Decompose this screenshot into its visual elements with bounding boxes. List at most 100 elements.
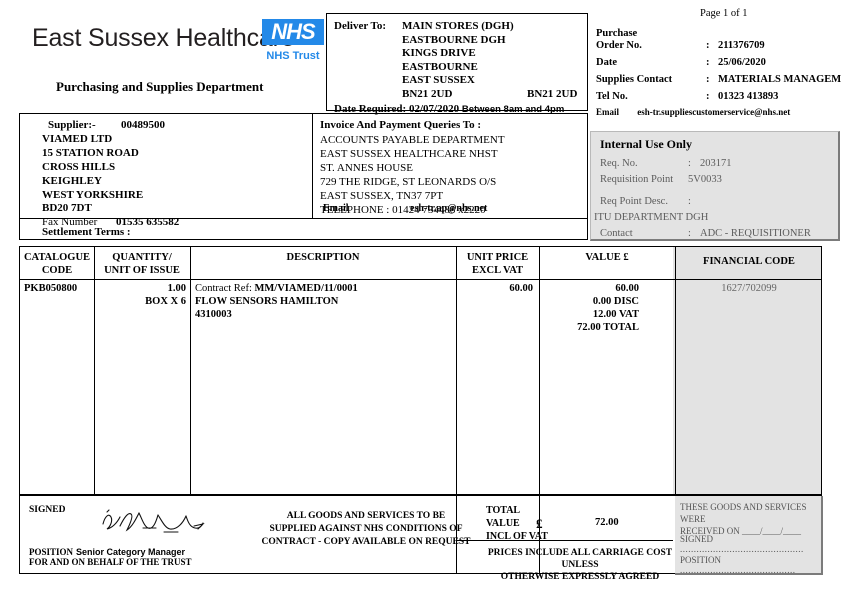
po-key: Supplies Contact: [596, 74, 673, 85]
position-value: Senior Category Manager: [76, 547, 186, 557]
address-line: BN21 2UD: [402, 87, 453, 100]
purchase-label: Purchase: [596, 28, 638, 39]
po-email-label: Email: [596, 107, 620, 117]
contract-ref-value: MM/VIAMED/11/0001: [254, 283, 358, 294]
signature-icon: [102, 509, 205, 533]
invoice-queries-heading: Invoice And Payment Queries To :: [320, 119, 482, 131]
received-text: THESE GOODS AND SERVICES WERE RECEIVED O…: [680, 502, 807, 536]
po-value-date: 25/06/2020: [718, 57, 766, 68]
delivery-window: Between 8am and 4pm: [461, 104, 565, 115]
total-label: TOTAL: [603, 322, 639, 333]
po-value-order-no: 211376709: [718, 40, 765, 51]
cell-value-disc: 0.00 DISC: [592, 296, 639, 307]
po-key: Order No.: [596, 40, 642, 51]
iuo-row-req-point-desc: Req Point Desc. :: [600, 196, 835, 212]
iuo-key: Requisition Point: [600, 174, 674, 185]
deliver-to-label: Deliver To:: [334, 20, 387, 32]
internal-use-rows: Req. No. : 203171 Requisition Point 5V00…: [594, 158, 835, 244]
supplier-address-line: WEST YORKSHIRE: [42, 189, 144, 201]
th-unit-price: UNIT PRICE EXCL VAT: [466, 252, 529, 276]
footer-total-rule: [456, 540, 673, 541]
iuo-colon: :: [688, 158, 691, 169]
po-colon: :: [706, 40, 710, 51]
po-value-supplies-contact: MATERIALS MANAGEM: [718, 74, 841, 85]
disc-label: DISC: [613, 296, 639, 307]
date-required-label: Date Required:: [334, 103, 407, 115]
cell-financial-code: 1627/702099: [721, 283, 777, 294]
received-signed-row: SIGNED .................................…: [680, 534, 821, 554]
cell-description: FLOW SENSORS HAMILTON: [195, 296, 339, 307]
column-divider-2: [190, 247, 191, 494]
goods-received-box: THESE GOODS AND SERVICES WERE RECEIVED O…: [675, 496, 823, 575]
iuo-key: Contact: [600, 228, 633, 239]
behalf-text: FOR AND ON BEHALF OF THE TRUST: [29, 557, 192, 567]
po-key: Tel No.: [596, 91, 628, 102]
settlement-terms-label: Settlement Terms :: [42, 226, 131, 238]
received-on-label: RECEIVED ON: [680, 526, 740, 536]
invoice-address-line: 729 THE RIDGE, ST LEONARDS O/S: [320, 176, 497, 188]
iuo-key: Req. No.: [600, 158, 638, 169]
po-email-row: Email esh-tr.suppliescustomerservice@nhs…: [596, 107, 790, 117]
cell-value-total: 72.00 TOTAL: [577, 322, 639, 333]
supplier-code: 00489500: [121, 119, 165, 131]
page-number: Page 1 of 1: [700, 8, 748, 19]
received-position-row: POSITION ...............................…: [680, 555, 821, 575]
invoice-email-value: esh-tr.ap@nhs.net: [410, 203, 488, 214]
line-items-table: CATALOGUE CODE QUANTITY/ UNIT OF ISSUE D…: [19, 246, 822, 495]
iuo-value-contact: ADC - REQUISITIONER: [700, 228, 811, 239]
address-line: EASTBOURNE: [402, 60, 478, 73]
invoice-address-line: EAST SUSSEX, TN37 7PT: [320, 190, 444, 202]
total-value-label: TOTAL VALUE INCL OF VAT £: [486, 505, 548, 542]
iuo-value-req-point-desc: ITU DEPARTMENT DGH: [594, 212, 709, 223]
iuo-colon: :: [688, 196, 691, 207]
po-key: Date: [596, 57, 617, 68]
cell-value-vat: 12.00 VAT: [592, 309, 639, 320]
total-value-amount: 72.00: [595, 517, 619, 528]
goods-terms: ALL GOODS AND SERVICES TO BE SUPPLIED AG…: [261, 511, 471, 547]
page-title: Purchasing and Supplies Department: [56, 79, 264, 94]
supplier-address-line: VIAMED LTD: [42, 133, 113, 145]
supplier-postcode: BD20 7DT: [42, 202, 92, 214]
received-date-blanks: ____/____/____: [742, 526, 802, 536]
received-position-dots: ........................................…: [680, 565, 796, 575]
internal-use-title: Internal Use Only: [600, 137, 693, 151]
address-line: EASTBOURNE DGH: [402, 33, 506, 46]
cell-value-net: 60.00: [615, 283, 639, 294]
column-divider-4: [539, 247, 540, 494]
invoice-address-line: EAST SUSSEX HEALTHCARE NHST: [320, 148, 498, 160]
signed-label: SIGNED: [29, 505, 66, 515]
invoice-address-line: TELEPHONE : 01424 754488 x2220: [320, 204, 486, 216]
iuo-row-req-point-desc-value: ITU DEPARTMENT DGH: [594, 212, 835, 228]
deliver-postcode-right: BN21 2UD: [527, 88, 578, 100]
address-line: MAIN STORES (DGH): [402, 20, 514, 32]
supplier-label: Supplier:-: [48, 119, 96, 131]
po-colon: :: [706, 91, 710, 102]
supplier-address-line: CROSS HILLS: [42, 161, 116, 173]
footer-divider-2: [539, 496, 540, 573]
received-signed-label: SIGNED: [680, 534, 713, 544]
supplier-invoice-box: Supplier:- 00489500 VIAMED LTD 15 STATIO…: [19, 113, 588, 240]
address-line: KINGS DRIVE: [402, 47, 476, 60]
invoice-separator: [312, 114, 313, 218]
footer-divider-1: [456, 496, 457, 573]
invoice-address-line: ACCOUNTS PAYABLE DEPARTMENT: [320, 134, 505, 146]
deliver-to-address: MAIN STORES (DGH) EASTBOURNE DGH KINGS D…: [402, 20, 514, 102]
supplier-address-line: KEIGHLEY: [42, 175, 102, 187]
iuo-colon: :: [688, 228, 691, 239]
iuo-value-req-no: 203171: [700, 158, 732, 169]
th-quantity: QUANTITY/ UNIT OF ISSUE: [104, 252, 180, 276]
nhs-logo: NHS: [262, 19, 324, 45]
vat-label: VAT: [618, 309, 639, 320]
cell-quantity: 1.00: [167, 283, 186, 294]
deliver-to-box: Deliver To: MAIN STORES (DGH) EASTBOURNE…: [326, 13, 588, 115]
cell-catalogue-code: PKB050800: [24, 283, 78, 294]
organisation-name: East Sussex Healthcare: [32, 24, 295, 52]
financial-code-column-shade: [673, 247, 821, 494]
cell-contract-ref: Contract Ref: MM/VIAMED/11/0001: [195, 283, 358, 294]
th-value: VALUE £: [585, 252, 629, 263]
cell-description-code: 4310003: [195, 309, 232, 320]
th-description: DESCRIPTION: [286, 252, 360, 263]
th-financial-code: FINANCIAL CODE: [703, 256, 795, 267]
po-colon: :: [706, 57, 710, 68]
